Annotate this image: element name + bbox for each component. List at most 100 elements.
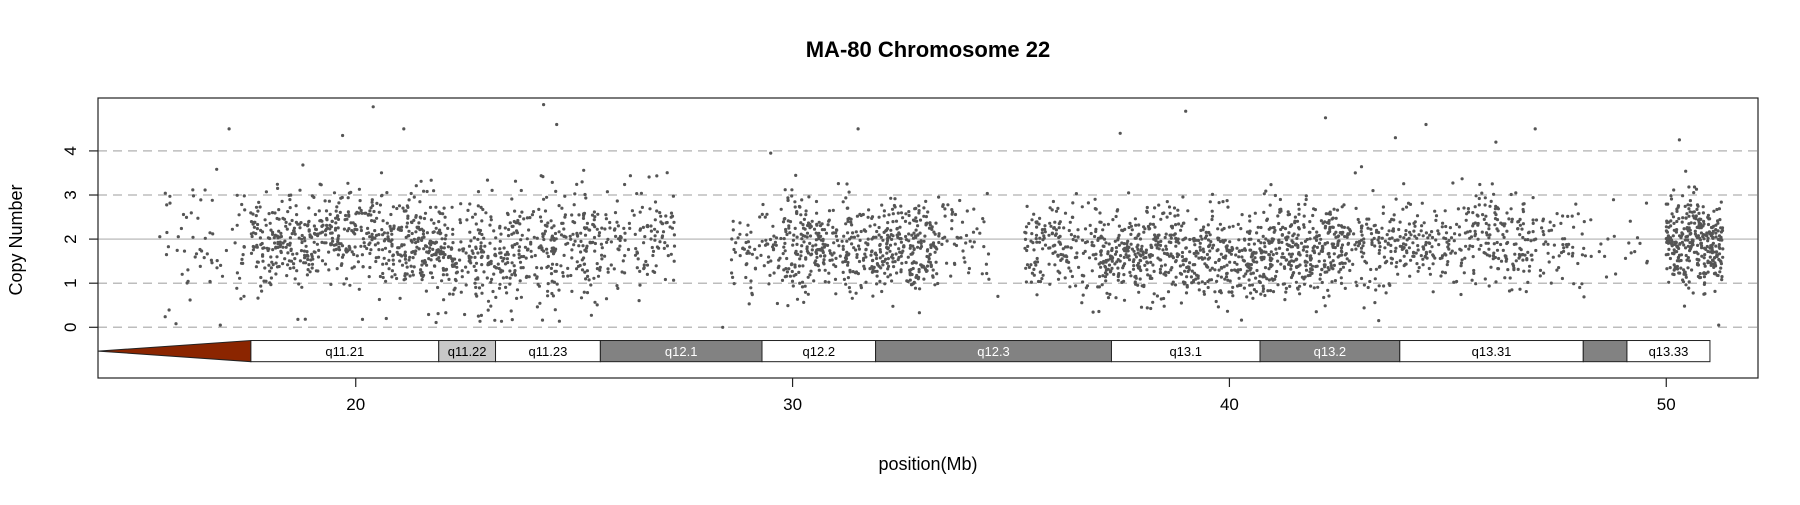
data-point [1122,247,1126,251]
data-point [1476,237,1480,241]
data-point [342,227,346,231]
data-point [593,300,597,304]
data-point [507,227,511,232]
data-point [358,199,362,203]
data-point [888,243,893,247]
data-point [818,224,823,228]
data-point [1517,256,1521,260]
data-point [731,228,735,232]
data-point [1277,240,1281,245]
data-point [1582,220,1586,224]
data-point [941,204,945,208]
data-point [431,247,435,251]
data-point [1534,218,1539,222]
data-point [1377,284,1381,288]
data-point [364,211,368,215]
data-point [1499,221,1503,225]
data-point [615,199,619,203]
data-point [1402,236,1406,240]
data-point [1332,252,1336,256]
data-point [1165,200,1169,204]
data-point [414,184,418,188]
data-point [1103,264,1107,268]
data-point [1708,217,1712,221]
data-point [1522,269,1526,273]
data-point [458,258,462,262]
data-point [1122,279,1126,283]
data-point [1430,230,1434,234]
data-point [1105,291,1109,295]
data-point [566,266,570,270]
data-point [1158,243,1163,247]
data-point [870,237,874,241]
data-point [1715,253,1719,257]
data-point [746,249,750,253]
data-point [268,269,272,273]
data-point [427,312,431,317]
data-point [1217,201,1221,205]
data-point [516,218,520,223]
data-point [949,274,953,278]
data-point [1059,252,1063,257]
data-point [1288,284,1292,288]
data-point [1148,276,1152,280]
data-point [963,260,967,264]
data-point [429,271,433,275]
data-point [635,250,639,254]
data-point [365,231,369,236]
data-point [561,271,565,275]
data-point [368,251,372,256]
data-point [1089,231,1093,236]
data-point [434,320,438,325]
data-point [810,248,814,252]
data-point [328,212,332,216]
data-point [835,228,839,232]
data-point [479,241,483,245]
data-point [941,236,945,240]
data-point [310,254,314,259]
data-point [1460,177,1464,181]
data-point [384,262,389,266]
data-point [1682,270,1686,274]
data-point [800,280,805,284]
data-point [436,312,440,316]
data-point [623,182,627,187]
data-point [1132,264,1136,268]
data-point [845,239,849,243]
data-point [1163,263,1167,267]
data-point [1698,217,1702,221]
data-point [729,258,734,262]
data-point [1428,250,1432,254]
data-point [1407,222,1411,226]
data-point [505,211,510,215]
data-point [916,245,920,249]
data-point [1112,272,1116,276]
data-point [1216,305,1220,309]
data-point [1117,243,1121,247]
data-point [1664,225,1668,229]
data-point [633,253,638,257]
data-point [418,200,422,204]
data-point [465,218,469,222]
data-point [1238,268,1243,272]
data-point [545,247,549,251]
data-point [1310,264,1315,268]
data-point [791,238,796,242]
data-point [481,207,485,212]
data-point [512,253,516,257]
data-point [409,220,414,224]
data-point [651,249,656,253]
data-point [390,269,394,273]
data-point [866,215,870,219]
data-point [1138,237,1143,241]
data-point [1416,244,1420,248]
data-point [1027,265,1031,269]
data-point [261,254,265,258]
data-point [891,234,895,238]
data-point [1051,244,1055,248]
data-point [535,305,540,309]
data-point [1474,194,1478,198]
data-point [446,255,451,260]
data-point [978,231,982,235]
data-point [1578,285,1582,290]
